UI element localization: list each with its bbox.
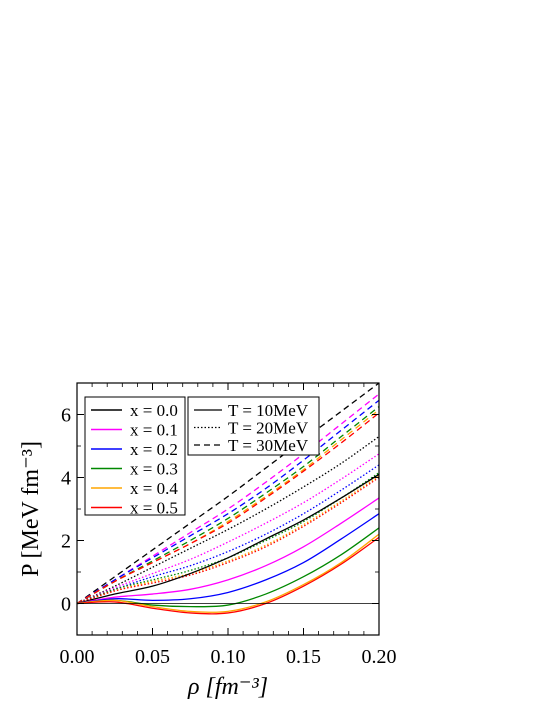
x-tick-label: 0.20 bbox=[362, 646, 397, 668]
legend-x-fraction: x = 0.0x = 0.1x = 0.2x = 0.3x = 0.4x = 0… bbox=[91, 401, 178, 518]
legend-x-label: x = 0.3 bbox=[130, 460, 178, 479]
legend-T-label: T = 10MeV bbox=[228, 401, 309, 420]
series-line-x0.5-T30 bbox=[77, 412, 379, 605]
y-tick-label: 4 bbox=[61, 468, 71, 490]
legend-x-label: x = 0.5 bbox=[130, 499, 178, 518]
series-line-x0.2-T30 bbox=[77, 399, 379, 605]
legend-x-label: x = 0.2 bbox=[130, 440, 178, 459]
y-tick-label: 6 bbox=[61, 405, 71, 427]
series-line-x0.1-T30 bbox=[77, 393, 379, 605]
series-line-x0.4-T10 bbox=[77, 533, 379, 613]
legend-T-label: T = 20MeV bbox=[228, 419, 309, 438]
x-tick-label: 0.00 bbox=[60, 646, 95, 668]
series-line-x0-T10 bbox=[77, 473, 379, 605]
series-line-x0.2-T10 bbox=[77, 513, 379, 605]
x-axis-title: ρ [fm⁻³] bbox=[187, 674, 268, 700]
x-tick-label: 0.10 bbox=[211, 646, 246, 668]
axis-ticks: 0.00 0.05 0.10 0.15 0.20 0 2 4 6 bbox=[60, 382, 397, 668]
legend-x-label: x = 0.4 bbox=[130, 479, 178, 498]
series-line-x0-T30 bbox=[77, 383, 379, 605]
series-line-x0.4-T30 bbox=[77, 409, 379, 605]
legend-x-label: x = 0.0 bbox=[130, 401, 178, 420]
x-tick-label: 0.05 bbox=[135, 646, 170, 668]
y-tick-label: 0 bbox=[61, 594, 71, 616]
series-line-x0-T20 bbox=[77, 436, 379, 605]
series-line-x0.3-T30 bbox=[77, 406, 379, 605]
y-tick-label: 2 bbox=[61, 531, 71, 553]
y-axis-title: P [MeV fm⁻³] bbox=[18, 441, 44, 577]
series-layer bbox=[77, 383, 379, 615]
x-tick-label: 0.15 bbox=[286, 646, 321, 668]
series-line-x0.1-T10 bbox=[77, 497, 379, 605]
legend-T-label: T = 30MeV bbox=[228, 436, 309, 455]
series-line-x0.1-T20 bbox=[77, 453, 379, 605]
legend-x-box bbox=[84, 396, 186, 516]
legend-x-label: x = 0.1 bbox=[130, 421, 178, 440]
